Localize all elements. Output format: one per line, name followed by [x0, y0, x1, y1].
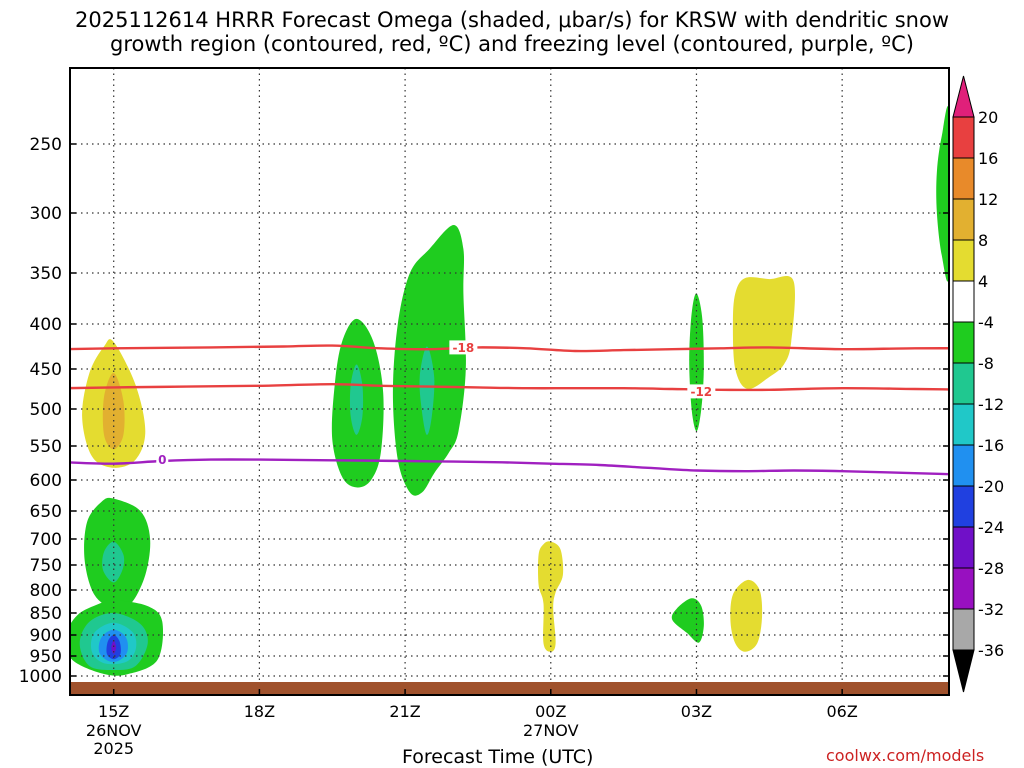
colorbar-label--36: -36 — [978, 641, 1004, 660]
colorbar-bin-12-to-8 — [952, 198, 975, 241]
colorbar-label--28: -28 — [978, 559, 1004, 578]
y-tick-label-800: 800 — [30, 581, 62, 601]
contour-freezing-level — [70, 458, 949, 476]
colorbar-label--20: -20 — [978, 477, 1004, 496]
credit-link[interactable]: coolwx.com/models — [826, 746, 985, 765]
region-rising-edge-upper — [936, 106, 949, 282]
colorbar-bin--4-to--8 — [952, 321, 975, 364]
colorbar-label--4: -4 — [978, 313, 994, 332]
y-tick-label-900: 900 — [30, 626, 62, 646]
contour-label-bg-dgz-lower — [687, 384, 716, 399]
colorbar-label--32: -32 — [978, 600, 1004, 619]
region-rising-03z-lower — [671, 598, 704, 643]
y-tick-label-400: 400 — [30, 315, 62, 335]
colorbar-bin--12-to--16 — [952, 403, 975, 446]
chart-title-line-1: 2025112614 HRRR Forecast Omega (shaded, … — [75, 8, 949, 32]
x-tick-label-21Z: 21Z — [389, 702, 420, 721]
region-sinking-04z-lower — [730, 579, 763, 652]
contour-dgz-upper — [70, 344, 949, 353]
region-rising-18z-c5 — [111, 640, 117, 654]
x-tick-label-18Z: 18Z — [244, 702, 275, 721]
y-tick-label-600: 600 — [30, 471, 62, 491]
y-tick-label-650: 650 — [30, 502, 62, 522]
colorbar-label--8: -8 — [978, 354, 994, 373]
colorbar-label--24: -24 — [978, 518, 1004, 537]
colorbar-bin--20-to--24 — [952, 485, 975, 528]
y-tick-label-500: 500 — [30, 400, 62, 420]
y-tick-label-700: 700 — [30, 530, 62, 550]
colorbar-top-arrow — [952, 75, 975, 118]
x-tick-sublabel-26NOV: 26NOV — [86, 721, 142, 740]
colorbar-bin-20-to-16 — [952, 116, 975, 159]
contour-label-freezing-level: 0 — [158, 453, 166, 467]
colorbar-bin--24-to--28 — [952, 526, 975, 569]
colorbar-bin-4-to--4 — [952, 280, 975, 323]
y-tick-label-750: 750 — [30, 556, 62, 576]
y-tick-label-1000: 1000 — [19, 667, 62, 687]
region-rising-15z-low-core — [102, 541, 125, 583]
colorbar-bin-16-to-12 — [952, 157, 975, 200]
region-rising-03z-upper — [689, 293, 704, 432]
colorbar-label-16: 16 — [978, 149, 998, 168]
colorbar-bin--28-to--32 — [952, 567, 975, 610]
colorbar-label-8: 8 — [978, 231, 988, 250]
colorbar-label-20: 20 — [978, 108, 998, 127]
contour-label-dgz-upper: -18 — [453, 341, 475, 355]
y-tick-label-300: 300 — [30, 204, 62, 224]
y-axis: 2503003504004505005506006507007508008509… — [19, 135, 949, 687]
colorbar-bin-8-to-4 — [952, 239, 975, 282]
x-tick-sublabel-27NOV: 27NOV — [523, 721, 579, 740]
colorbar-bottom-arrow — [952, 649, 975, 693]
contour-label-bg-freezing-level — [156, 452, 169, 467]
y-tick-label-350: 350 — [30, 264, 62, 284]
x-tick-label-03Z: 03Z — [681, 702, 712, 721]
colorbar-bin--8-to--12 — [952, 362, 975, 405]
colorbar-bin--32-to--36 — [952, 608, 975, 651]
region-sinking-15z-mid-core — [102, 372, 125, 450]
ground-bar — [70, 682, 949, 694]
x-tick-sublabel-2025: 2025 — [93, 739, 134, 758]
contour-label-bg-dgz-upper — [449, 340, 478, 355]
x-tick-label-00Z: 00Z — [535, 702, 566, 721]
colorbar-label--16: -16 — [978, 436, 1004, 455]
y-tick-label-850: 850 — [30, 604, 62, 624]
colorbar-label-4: 4 — [978, 272, 988, 291]
chart-title-line-2: growth region (contoured, red, ºC) and f… — [110, 32, 914, 56]
colorbar-bin--16-to--20 — [952, 444, 975, 487]
plot-frame — [69, 67, 950, 696]
y-tick-label-550: 550 — [30, 437, 62, 457]
contour-dgz-lower — [70, 382, 949, 392]
colorbar: 20 16 12 8 4 -4 -8 -12 -16 -20 -24 -28 -32 -36 — [952, 75, 1004, 693]
x-tick-label-06Z: 06Z — [826, 702, 857, 721]
contour-label-dgz-lower: -12 — [690, 385, 712, 399]
y-tick-label-250: 250 — [30, 135, 62, 155]
grid-lines — [70, 68, 949, 695]
colorbar-label--12: -12 — [978, 395, 1004, 414]
colorbar-label-12: 12 — [978, 190, 998, 209]
contour-lines: -18 -12 0 — [70, 340, 949, 476]
x-axis-label: Forecast Time (UTC) — [402, 746, 594, 768]
y-tick-label-950: 950 — [30, 647, 62, 667]
region-rising-20z-core — [349, 364, 364, 435]
y-tick-label-450: 450 — [30, 360, 62, 380]
region-sinking-04z-upper — [732, 276, 795, 390]
x-tick-label-15Z: 15Z — [98, 702, 129, 721]
